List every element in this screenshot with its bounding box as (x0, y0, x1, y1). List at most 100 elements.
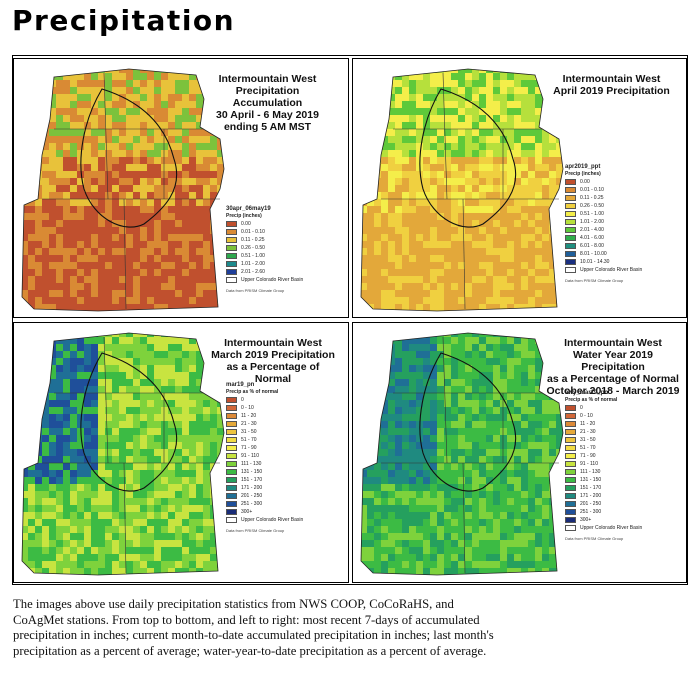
legend-swatch (226, 461, 237, 467)
legend-label: 131 - 150 (241, 469, 263, 475)
legend-class: 6.01 - 8.00 (565, 242, 642, 250)
legend-class: 10.01 - 14.30 (565, 258, 642, 266)
legend-title: 30apr_06may19 (226, 206, 271, 212)
legend-class: 151 - 170 (565, 484, 642, 492)
legend-class: 151 - 170 (226, 476, 303, 484)
legend-label: 91 - 110 (580, 461, 598, 467)
legend-label: 151 - 170 (241, 477, 263, 483)
legend-class: 251 - 300 (226, 500, 303, 508)
legend-label: 0.51 - 1.00 (241, 253, 265, 259)
legend-class: 0.01 - 0.10 (565, 186, 642, 194)
legend-label: 171 - 200 (580, 493, 602, 499)
legend-class: 201 - 250 (565, 500, 642, 508)
legend-class: 0 - 10 (226, 404, 303, 412)
legend-swatch (226, 237, 237, 243)
legend-swatch (565, 219, 576, 225)
legend-label: 0.01 - 0.10 (580, 187, 604, 193)
legend-classes: 0 0 - 10 11 - 20 21 - 30 31 - 50 51 - 70 71 - … (226, 396, 303, 516)
legend-swatch (565, 445, 576, 451)
legend-swatch (226, 253, 237, 259)
legend-swatch (565, 501, 576, 507)
panel-title-line: as a Percentage of Normal (547, 373, 679, 385)
legend-swatch (226, 485, 237, 491)
legend-class: 300+ (565, 516, 642, 524)
legend-class: 171 - 200 (226, 484, 303, 492)
legend-swatch (226, 477, 237, 483)
legend-label: 0 (241, 397, 244, 403)
legend-class: 300+ (226, 508, 303, 516)
legend-class: 21 - 30 (226, 420, 303, 428)
legend-swatch (226, 493, 237, 499)
legend-label: 6.01 - 8.00 (580, 243, 604, 249)
map-panel-water-year-2019-percent-normal[interactable]: Intermountain West Water Year 2019 Preci… (352, 322, 687, 583)
legend-swatch (565, 429, 576, 435)
panel-title: Intermountain West March 2019 Precipitat… (208, 337, 338, 385)
legend-label: 11 - 20 (241, 413, 257, 419)
legend-class: 2.01 - 2.60 (226, 268, 303, 276)
legend-class: 251 - 300 (565, 508, 642, 516)
panel-title-line: October 2018 - March 2019 (546, 385, 680, 397)
legend-label: 21 - 30 (241, 421, 257, 427)
page-title: Precipitation (12, 4, 236, 37)
map-panel-7day-accumulation[interactable]: Intermountain West Precipitation Accumul… (13, 58, 349, 318)
legend-label: 171 - 200 (241, 485, 263, 491)
legend-class: 2.01 - 4.00 (565, 226, 642, 234)
legend-title: apr2019_ppt (565, 164, 601, 170)
legend-class: 4.01 - 6.00 (565, 234, 642, 242)
legend-label: 51 - 70 (241, 437, 257, 443)
legend-class: 0.11 - 0.25 (226, 236, 303, 244)
legend-swatch (226, 421, 237, 427)
legend-basin: Upper Colorado River Basin (565, 524, 642, 532)
map-panel-march-2019-percent-normal[interactable]: Intermountain West March 2019 Precipitat… (13, 322, 349, 583)
legend-class: 71 - 90 (565, 452, 642, 460)
legend-swatch (226, 453, 237, 459)
legend-class: 171 - 200 (565, 492, 642, 500)
legend-swatch (226, 413, 237, 419)
caption-line: The images above use daily precipitation… (13, 597, 454, 611)
legend-label: 71 - 90 (580, 453, 596, 459)
legend-label: 201 - 250 (241, 493, 263, 499)
state-border (123, 198, 127, 310)
basin-swatch (565, 267, 576, 273)
legend-swatch (565, 493, 576, 499)
legend-swatch (565, 413, 576, 419)
legend-label: 2.01 - 2.60 (241, 269, 265, 275)
data-credit: Data from PRISM Climate Group (226, 288, 285, 293)
caption-line: precipitation in inches; current month-t… (13, 628, 494, 642)
legend-swatch (226, 501, 237, 507)
legend-swatch (565, 517, 576, 523)
legend-class: 91 - 110 (226, 452, 303, 460)
state-boundary (360, 68, 564, 312)
legend-class: 51 - 70 (226, 436, 303, 444)
legend-swatch (565, 227, 576, 233)
map-panel-april-2019[interactable]: Intermountain West April 2019 Precipitat… (352, 58, 687, 318)
legend-swatch (565, 461, 576, 467)
legend-swatch (226, 269, 237, 275)
legend-title: mar19_pn (226, 382, 255, 388)
panel-title-line: 30 April - 6 May 2019 (216, 109, 319, 121)
panel-title-line: as a Percentage of Normal (226, 361, 320, 385)
panel-title-line: Intermountain West (564, 337, 662, 349)
legend-class: 51 - 70 (565, 444, 642, 452)
legend-label: 91 - 110 (241, 453, 259, 459)
legend-label: 0 - 10 (580, 413, 593, 419)
map-legend: 30apr_06may19 Precip (inches) 0.00 0.01 -… (226, 205, 303, 293)
legend-class: 0.51 - 1.00 (565, 210, 642, 218)
panel-title-line: ending 5 AM MST (223, 121, 312, 133)
state-boundary (360, 332, 564, 576)
panel-title: Intermountain West April 2019 Precipitat… (549, 73, 674, 97)
map-legend: apr2019_ppt Precip (inches) 0.00 0.01 - 0… (565, 163, 642, 283)
legend-label: 0.01 - 0.10 (241, 229, 265, 235)
state-border (103, 336, 109, 464)
legend-swatch (565, 453, 576, 459)
legend-label: 251 - 300 (241, 501, 263, 507)
legend-classes: 0 0 - 10 11 - 20 21 - 30 31 - 50 51 - 70 71 - … (565, 404, 642, 524)
basin-label: Upper Colorado River Basin (580, 525, 643, 531)
upper-colorado-basin-outline (80, 352, 178, 492)
data-credit: Data from PRISM Climate Group (565, 536, 624, 541)
legend-label: 0.26 - 0.50 (241, 245, 265, 251)
precip-map (21, 68, 225, 312)
basin-label: Upper Colorado River Basin (241, 277, 304, 283)
legend-swatch (226, 469, 237, 475)
state-boundary (21, 68, 225, 312)
